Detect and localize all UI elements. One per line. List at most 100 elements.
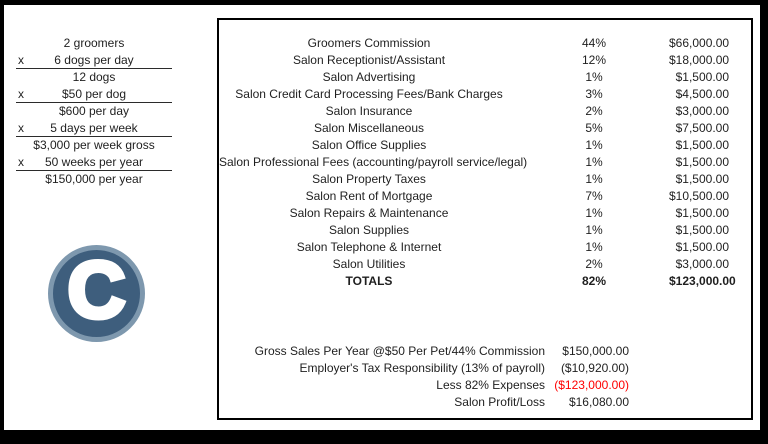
expense-percent: 1% (585, 138, 603, 152)
summary-label: Salon Profit/Loss (454, 395, 545, 409)
calc-row: $3,000 per week gross (16, 137, 172, 154)
expense-label: Salon Utilities (332, 257, 406, 271)
expense-label: Salon Repairs & Maintenance (289, 206, 449, 220)
summary-row: Less 82% Expenses ($123,000.00) (219, 377, 751, 394)
summary-row: Salon Profit/Loss $16,080.00 (219, 394, 751, 411)
calc-text: 5 days per week (50, 121, 138, 135)
calc-row: x 5 days per week (16, 120, 172, 137)
calc-text: 50 weeks per year (44, 155, 144, 169)
expense-row: Salon Miscellaneous 5% $7,500.00 (219, 120, 729, 137)
summary-label: Less 82% Expenses (436, 378, 545, 392)
expense-percent: 1% (585, 206, 603, 220)
expense-table: Groomers Commission 44% $66,000.00 Salon… (219, 35, 751, 290)
expense-amount: $1,500.00 (675, 138, 729, 152)
expense-amount: $18,000.00 (669, 53, 730, 67)
calc-row: $150,000 per year (16, 171, 172, 188)
expense-percent: 1% (585, 223, 603, 237)
summary-row: Employer's Tax Responsibility (13% of pa… (219, 360, 751, 377)
calc-text: $3,000 per week gross (33, 138, 155, 152)
calc-row: $600 per day (16, 103, 172, 120)
expense-percent: 7% (585, 189, 603, 203)
summary-value: $16,080.00 (568, 395, 629, 409)
multiply-sign: x (18, 87, 24, 101)
expense-report-panel: Groomers Commission 44% $66,000.00 Salon… (217, 18, 753, 420)
expense-row: Salon Professional Fees (accounting/payr… (219, 154, 729, 171)
calc-text: $600 per day (58, 104, 130, 118)
calc-text: $150,000 per year (45, 172, 143, 186)
calc-text: 12 dogs (72, 70, 116, 84)
expense-row: TOTALS 82% $123,000.00 (219, 273, 736, 290)
expense-label: Salon Supplies (328, 223, 410, 237)
expense-amount: $66,000.00 (669, 36, 730, 50)
expense-percent: 1% (585, 172, 603, 186)
expense-row: Salon Utilities 2% $3,000.00 (219, 256, 729, 273)
expense-label: Salon Telephone & Internet (296, 240, 442, 254)
expense-amount: $7,500.00 (675, 121, 729, 135)
expense-amount: $1,500.00 (675, 206, 729, 220)
expense-percent: 1% (585, 155, 603, 169)
summary-value: $150,000.00 (562, 344, 629, 358)
expense-label: Salon Miscellaneous (313, 121, 425, 135)
expense-row: Salon Supplies 1% $1,500.00 (219, 222, 729, 239)
multiply-sign: x (18, 121, 24, 135)
expense-label: Groomers Commission (307, 36, 431, 50)
gross-sales-calculation: 2 groomers x 6 dogs per day 12 dogs x $50 … (16, 35, 172, 188)
summary-value: ($10,920.00) (560, 361, 629, 375)
calc-row: x 6 dogs per day (16, 52, 172, 69)
summary-label: Gross Sales Per Year @$50 Per Pet/44% Co… (254, 344, 545, 358)
expense-row: Salon Insurance 2% $3,000.00 (219, 103, 729, 120)
calc-row: x $50 per dog (16, 86, 172, 103)
summary-row: Gross Sales Per Year @$50 Per Pet/44% Co… (219, 343, 751, 360)
expense-row: Groomers Commission 44% $66,000.00 (219, 35, 729, 52)
profit-summary-table: Gross Sales Per Year @$50 Per Pet/44% Co… (219, 343, 751, 411)
multiply-sign: x (18, 53, 24, 67)
expense-label: TOTALS (345, 274, 393, 288)
expense-label: Salon Professional Fees (accounting/payr… (219, 155, 528, 169)
expense-amount: $1,500.00 (675, 70, 729, 84)
calc-text: 6 dogs per day (54, 53, 134, 67)
calc-row: x 50 weeks per year (16, 154, 172, 171)
expense-label: Salon Credit Card Processing Fees/Bank C… (235, 87, 503, 101)
expense-row: Salon Telephone & Internet 1% $1,500.00 (219, 239, 729, 256)
expense-percent: 5% (585, 121, 603, 135)
expense-percent: 1% (585, 70, 603, 84)
calc-text: 2 groomers (63, 36, 125, 50)
expense-amount: $1,500.00 (675, 223, 729, 237)
expense-row: Salon Advertising 1% $1,500.00 (219, 69, 729, 86)
expense-amount: $3,000.00 (675, 257, 729, 271)
expense-amount: $1,500.00 (675, 155, 729, 169)
c-logo: C (48, 245, 145, 342)
expense-percent: 2% (585, 257, 603, 271)
summary-value: ($123,000.00) (554, 378, 629, 392)
calc-row: 2 groomers (16, 35, 172, 52)
expense-percent: 3% (585, 87, 603, 101)
expense-amount: $4,500.00 (675, 87, 729, 101)
expense-percent: 44% (581, 36, 607, 50)
expense-row: Salon Receptionist/Assistant 12% $18,000… (219, 52, 729, 69)
expense-label: Salon Property Taxes (312, 172, 426, 186)
calc-text: $50 per dog (61, 87, 127, 101)
expense-row: Salon Office Supplies 1% $1,500.00 (219, 137, 729, 154)
expense-percent: 2% (585, 104, 603, 118)
expense-percent: 82% (581, 274, 607, 288)
expense-amount: $10,500.00 (669, 189, 730, 203)
expense-amount: $1,500.00 (675, 172, 729, 186)
expense-percent: 12% (581, 53, 607, 67)
expense-label: Salon Advertising (322, 70, 416, 84)
expense-amount: $1,500.00 (675, 240, 729, 254)
expense-label: Salon Office Supplies (311, 138, 427, 152)
expense-label: Salon Insurance (325, 104, 413, 118)
c-logo-letter: C (65, 245, 128, 334)
expense-label: Salon Receptionist/Assistant (292, 53, 446, 67)
summary-label: Employer's Tax Responsibility (13% of pa… (299, 361, 545, 375)
expense-percent: 1% (585, 240, 603, 254)
expense-row: Salon Repairs & Maintenance 1% $1,500.00 (219, 205, 729, 222)
expense-row: Salon Credit Card Processing Fees/Bank C… (219, 86, 729, 103)
multiply-sign: x (18, 155, 24, 169)
expense-label: Salon Rent of Mortgage (305, 189, 433, 203)
expense-row: Salon Property Taxes 1% $1,500.00 (219, 171, 729, 188)
calc-row: 12 dogs (16, 69, 172, 86)
expense-row: Salon Rent of Mortgage 7% $10,500.00 (219, 188, 729, 205)
expense-amount: $3,000.00 (675, 104, 729, 118)
